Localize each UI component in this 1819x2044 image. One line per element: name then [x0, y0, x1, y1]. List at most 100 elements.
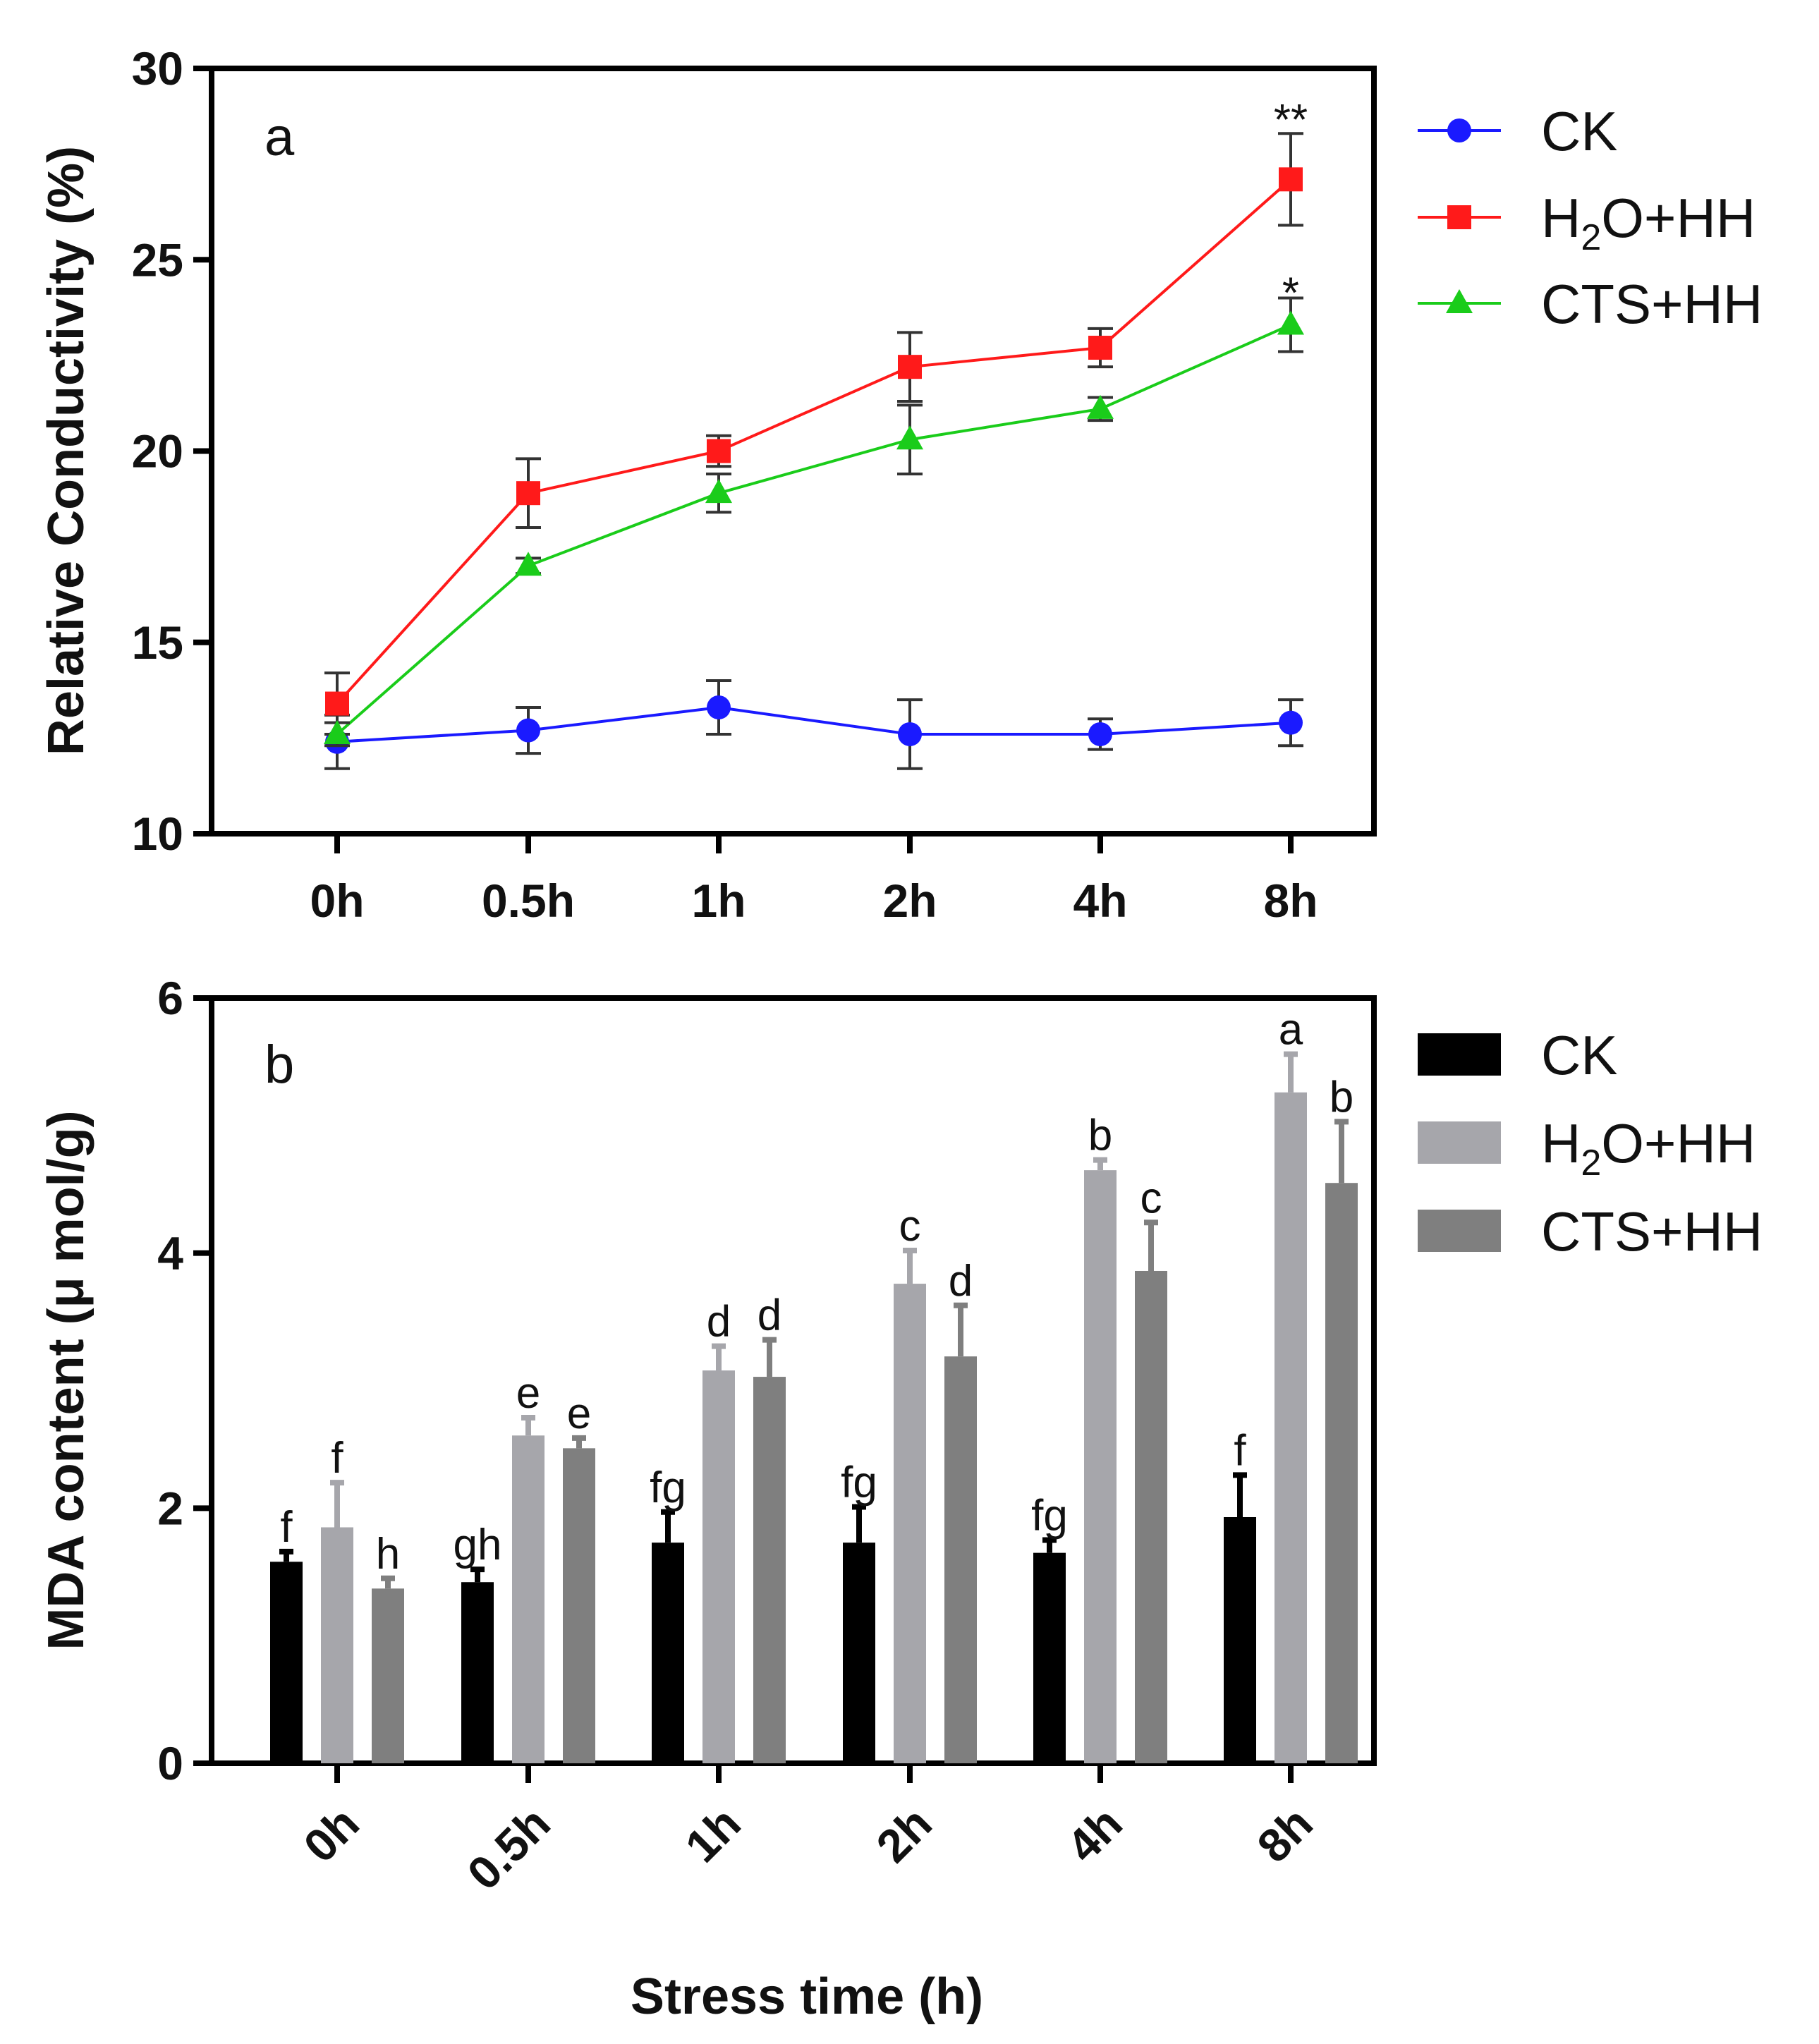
panel-a-y-axis-title: Relative Conductivity (%)	[38, 146, 95, 755]
bar	[1274, 1092, 1307, 1763]
legend-label-subscript: 2	[1581, 1143, 1601, 1184]
x-tick-label: 0h	[310, 875, 364, 927]
significance-letter: fg	[1031, 1492, 1068, 1540]
significance-letter: d	[758, 1291, 781, 1340]
x-tick-label: 8h	[1263, 875, 1318, 927]
legend-label: CTS+HH	[1541, 273, 1763, 335]
bar	[652, 1543, 684, 1763]
significance-letter: c	[899, 1202, 921, 1251]
bar	[944, 1356, 977, 1763]
legend-swatch	[1418, 1121, 1501, 1164]
bar	[321, 1527, 353, 1763]
bar	[843, 1543, 875, 1763]
legend-label: CK	[1541, 1024, 1617, 1086]
significance-letter: fg	[841, 1459, 877, 1507]
data-point	[898, 722, 922, 746]
significance-letter: d	[707, 1298, 731, 1346]
y-tick-label: 25	[132, 233, 183, 286]
y-tick-label: 15	[132, 616, 183, 669]
significance-letter: e	[567, 1389, 591, 1438]
bar	[461, 1582, 494, 1763]
legend-label-part: O+HH	[1601, 1112, 1756, 1174]
series-line	[336, 178, 1292, 705]
bar	[512, 1435, 545, 1763]
data-point	[1277, 310, 1304, 335]
panel-a-label: a	[264, 107, 295, 167]
bar	[1084, 1170, 1117, 1763]
bar	[894, 1284, 926, 1763]
data-point	[896, 425, 923, 450]
y-tick-label: 4	[157, 1227, 183, 1279]
legend-swatch	[1418, 1210, 1501, 1252]
y-tick-label: 2	[157, 1482, 183, 1534]
bar	[1224, 1516, 1256, 1763]
y-tick-label: 6	[157, 972, 183, 1024]
legend-marker	[1447, 205, 1471, 229]
bar	[1135, 1270, 1167, 1763]
legend-label: CTS+HH	[1541, 1200, 1763, 1263]
series-ck	[324, 679, 1303, 770]
significance-letter: f	[280, 1503, 293, 1552]
panel-b-label: b	[264, 1035, 294, 1095]
panel-b-x-axis-title: Stress time (h)	[631, 1969, 983, 2025]
x-tick-label: 0.5h	[482, 875, 575, 927]
panel-a-legend: CK H2O+HH CTS+HH	[1418, 100, 1763, 335]
significance-letter: fg	[650, 1464, 686, 1512]
data-point	[707, 695, 731, 719]
significance-letter: h	[376, 1530, 400, 1578]
significance-marker: **	[1274, 96, 1308, 145]
significance-letter: b	[1088, 1112, 1112, 1160]
panel-b-plot-frame	[209, 995, 1377, 1766]
bar	[702, 1370, 735, 1763]
panel-a-annotations: ***	[1274, 96, 1308, 317]
legend-label-part: H	[1541, 187, 1581, 249]
bar-series-ck: f gh fg fg fg f	[270, 1426, 1256, 1763]
y-tick-label: 30	[132, 42, 183, 95]
y-tick-label: 10	[132, 808, 183, 860]
bar	[753, 1377, 786, 1763]
x-tick-label: 4h	[1073, 875, 1127, 927]
bar	[1325, 1183, 1358, 1763]
significance-letter: f	[1234, 1426, 1246, 1475]
legend-label: H2O+HH	[1541, 1112, 1756, 1184]
significance-letter: e	[516, 1369, 540, 1418]
data-point	[324, 719, 351, 744]
legend-label-part: H	[1541, 1112, 1581, 1174]
significance-letter: a	[1279, 1006, 1303, 1054]
bar	[270, 1562, 303, 1763]
legend-marker	[1447, 118, 1471, 142]
legend-label-part: O+HH	[1601, 187, 1756, 249]
x-tick-label: 1h	[691, 875, 746, 927]
panel-a-x-ticks: 0h 0.5h 1h 2h 4h 8h	[310, 834, 1318, 927]
y-tick-label: 20	[132, 425, 183, 477]
significance-letter: d	[949, 1257, 973, 1306]
significance-letter: c	[1140, 1174, 1162, 1222]
bar	[372, 1588, 404, 1763]
bar	[1033, 1552, 1066, 1763]
data-point	[516, 718, 540, 743]
significance-marker: *	[1282, 269, 1299, 318]
significance-letter: b	[1330, 1073, 1353, 1121]
y-tick-label: 0	[157, 1737, 183, 1789]
legend-label-subscript: 2	[1581, 217, 1601, 258]
panel-a-line-chart: a Relative Conductivity (%) 10 15 20 25 30 0…	[38, 42, 1763, 927]
data-point	[515, 552, 542, 576]
data-point	[705, 479, 732, 504]
data-point	[1088, 336, 1112, 360]
series-h2o-hh	[324, 132, 1303, 736]
data-point	[1087, 394, 1114, 419]
panel-a-y-ticks: 10 15 20 25 30	[132, 42, 212, 860]
data-point	[516, 481, 540, 506]
significance-letter: gh	[454, 1521, 502, 1569]
panel-a-series	[324, 132, 1304, 770]
x-tick-label: 2h	[882, 875, 937, 927]
data-point	[325, 691, 349, 716]
data-point	[1279, 167, 1303, 192]
legend-marker	[1446, 289, 1473, 313]
legend-label: CK	[1541, 100, 1617, 162]
series-cts-hh	[324, 296, 1304, 748]
